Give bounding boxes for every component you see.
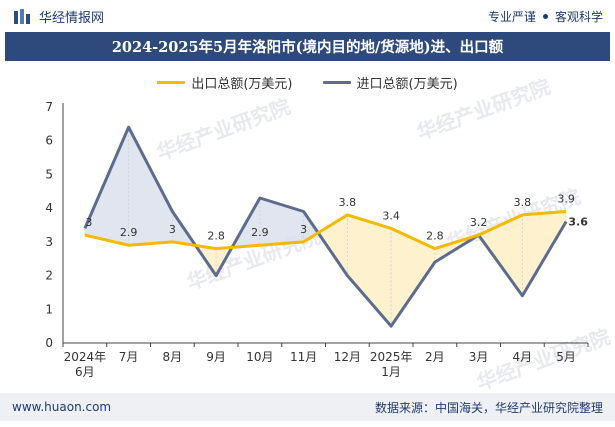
x-tick-label: 11月: [290, 350, 317, 364]
legend-swatch-export: [157, 80, 186, 84]
x-tick-label: 4月: [513, 350, 533, 364]
y-tick-label: 3: [45, 235, 53, 249]
axes: 0 1 2 3 4 5 6 7 2024年 6月 7月 8月 9月 10月 11月 12月 2025年 1月 2月 3…: [45, 100, 589, 379]
export-data-label: 3: [300, 223, 307, 236]
y-tick-label: 4: [45, 201, 53, 215]
footer-website[interactable]: www.huaon.com: [12, 400, 112, 414]
x-tick-label: 2月: [425, 350, 445, 364]
x-tick-label: 9月: [206, 350, 226, 364]
y-tick-label: 7: [45, 100, 53, 114]
export-series-line: [84, 210, 567, 251]
area-fills: [84, 127, 567, 327]
export-surplus-area: [478, 214, 523, 296]
x-tick-label: 2025年 1月: [370, 350, 413, 379]
brand-logo-icon: [14, 8, 30, 24]
brand[interactable]: 华经情报网: [14, 7, 104, 26]
import-surplus-area: [259, 198, 304, 246]
footer-source: 数据来源：中国海关，华经产业研究院整理: [374, 400, 603, 415]
y-tick-label: 6: [45, 134, 53, 148]
import-surplus-area: [84, 127, 129, 246]
export-data-label: 3.4: [382, 209, 400, 222]
export-data-label: 2.8: [426, 230, 444, 243]
chart-legend: 出口总额(万美元) 进口总额(万美元): [0, 70, 615, 94]
legend-label-export: 出口总额(万美元): [191, 76, 293, 92]
import-series-line: [83, 125, 568, 328]
data-labels: 3 2.9 3 2.8 2.9 3 3.8 3.4 2.8 3.2 3.8 3.9 3.6: [85, 193, 588, 243]
export-data-label: 3: [169, 223, 176, 236]
y-tick-label: 5: [45, 167, 53, 181]
tagline-left: 专业严谨: [487, 9, 536, 24]
export-data-label: 2.9: [251, 226, 269, 239]
export-data-label: 2.9: [120, 226, 138, 239]
y-tick-label: 1: [45, 302, 53, 316]
x-tick-label: 7月: [119, 350, 139, 364]
x-tick-label: 10月: [246, 350, 273, 364]
watermark-text: 华经产业研究院: [414, 74, 554, 144]
legend-item-import[interactable]: 进口总额(万美元): [322, 73, 458, 92]
export-surplus-area: [347, 214, 392, 327]
import-data-label: 3.6: [568, 216, 588, 229]
footer-bar: www.huaon.com 数据来源：中国海关，华经产业研究院整理: [0, 393, 615, 421]
y-tick-label: 0: [45, 336, 53, 350]
export-data-label: 3.2: [470, 216, 488, 229]
tagline-right: 客观科学: [554, 9, 603, 24]
tagline: 专业严谨 客观科学: [488, 8, 603, 25]
legend-swatch-import: [322, 80, 351, 84]
series-lines: [83, 125, 568, 328]
x-tick-label: 5月: [556, 350, 576, 364]
legend-label-import: 进口总额(万美元): [356, 76, 458, 92]
import-surplus-area: [128, 127, 173, 246]
chart-title: 2024-2025年5月年洛阳市(境内目的地/货源地)进、出口额: [111, 39, 504, 56]
brand-name: 华经情报网: [39, 10, 105, 26]
export-data-label: 3.8: [514, 196, 532, 209]
export-data-label: 3.8: [339, 196, 357, 209]
export-data-label: 3.9: [557, 193, 575, 206]
export-data-label: 2.8: [207, 230, 225, 243]
x-tick-label: 8月: [163, 350, 183, 364]
export-surplus-area: [391, 228, 435, 327]
chart-title-bar: 2024-2025年5月年洛阳市(境内目的地/货源地)进、出口额: [5, 32, 610, 61]
y-tick-label: 2: [45, 269, 53, 283]
x-tick-label: 3月: [469, 350, 489, 364]
x-tick-label: 2024年 6月: [64, 350, 107, 379]
tagline-separator-dot: [542, 13, 548, 19]
legend-item-export[interactable]: 出口总额(万美元): [157, 73, 293, 92]
watermark-text: 华经产业研究院: [154, 94, 294, 164]
line-chart: 华经产业研究院华经产业研究院华经产业研究院华经产业研究院华经产业研究院 0123…: [45, 74, 614, 393]
x-tick-label: 12月: [334, 350, 361, 364]
watermark-text: 华经产业研究院: [474, 324, 614, 393]
top-bar: 华经情报网 专业严谨 客观科学: [0, 0, 615, 32]
export-data-label: 3: [85, 216, 92, 229]
